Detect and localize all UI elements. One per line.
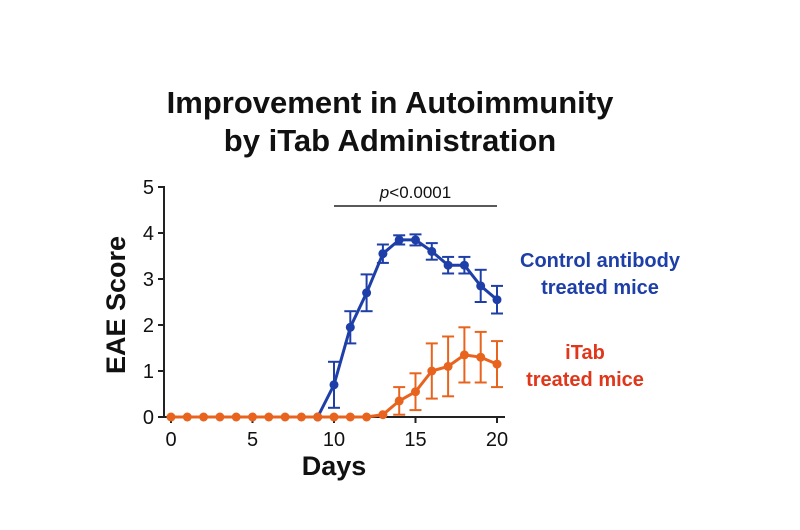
x-tick-label: 5 xyxy=(247,429,258,451)
y-tick-label: 4 xyxy=(143,223,154,245)
control-data-point xyxy=(362,288,372,298)
itab-data-point xyxy=(427,366,437,376)
itab-data-point xyxy=(476,352,486,362)
control-data-point xyxy=(427,246,437,256)
control-data-point xyxy=(329,380,339,390)
itab-data-point xyxy=(296,412,306,422)
itab-data-point xyxy=(492,359,502,369)
control-data-point xyxy=(345,322,355,332)
control-series-line xyxy=(316,238,498,418)
control-series-label: Control antibody treated mice xyxy=(495,248,705,302)
chart-title-line-2: by iTab Administration xyxy=(223,123,557,158)
itab-data-point xyxy=(231,412,241,422)
y-tick-label: 5 xyxy=(143,177,154,199)
y-tick-label: 3 xyxy=(143,269,154,291)
x-tick-label: 10 xyxy=(323,429,345,451)
itab-series-label: iTab treated mice xyxy=(505,340,665,394)
itab-label-line-2: treated mice xyxy=(526,369,644,391)
y-tick-label: 0 xyxy=(143,407,154,429)
control-data-point xyxy=(411,235,420,245)
itab-data-point xyxy=(362,412,372,422)
itab-data-point xyxy=(264,412,274,422)
itab-data-point xyxy=(215,412,225,422)
itab-label-line-1: iTab xyxy=(565,342,605,364)
control-label-line-1: Control antibody xyxy=(520,250,680,272)
itab-data-point xyxy=(345,412,355,422)
x-axis-label: Days xyxy=(302,451,367,481)
x-tick-label: 20 xyxy=(486,429,508,451)
y-tick-label: 2 xyxy=(143,315,154,337)
x-tick-label: 0 xyxy=(165,429,176,451)
itab-data-point xyxy=(199,412,209,422)
itab-data-point xyxy=(443,361,453,371)
itab-data-point xyxy=(378,410,388,420)
y-axis-label: EAE Score xyxy=(101,236,131,374)
itab-data-point xyxy=(248,412,257,422)
itab-data-point xyxy=(280,412,290,422)
control-data-point xyxy=(443,260,453,270)
x-tick-label: 15 xyxy=(404,429,426,451)
itab-data-point xyxy=(329,412,339,422)
chart-title-line-1: Improvement in Autoimmunity xyxy=(166,85,614,120)
control-data-point xyxy=(394,235,404,245)
itab-data-point xyxy=(313,412,323,422)
itab-data-point xyxy=(166,412,176,422)
itab-data-point xyxy=(394,396,404,406)
itab-data-point xyxy=(459,350,469,360)
itab-data-point xyxy=(182,412,192,422)
control-data-point xyxy=(378,249,388,259)
control-data-point xyxy=(476,281,486,291)
itab-data-point xyxy=(411,387,420,397)
y-tick-label: 1 xyxy=(143,361,154,383)
control-label-line-2: treated mice xyxy=(541,277,659,299)
p-value-label: p<0.0001 xyxy=(379,183,451,202)
control-data-point xyxy=(492,295,502,305)
control-data-point xyxy=(459,260,469,270)
